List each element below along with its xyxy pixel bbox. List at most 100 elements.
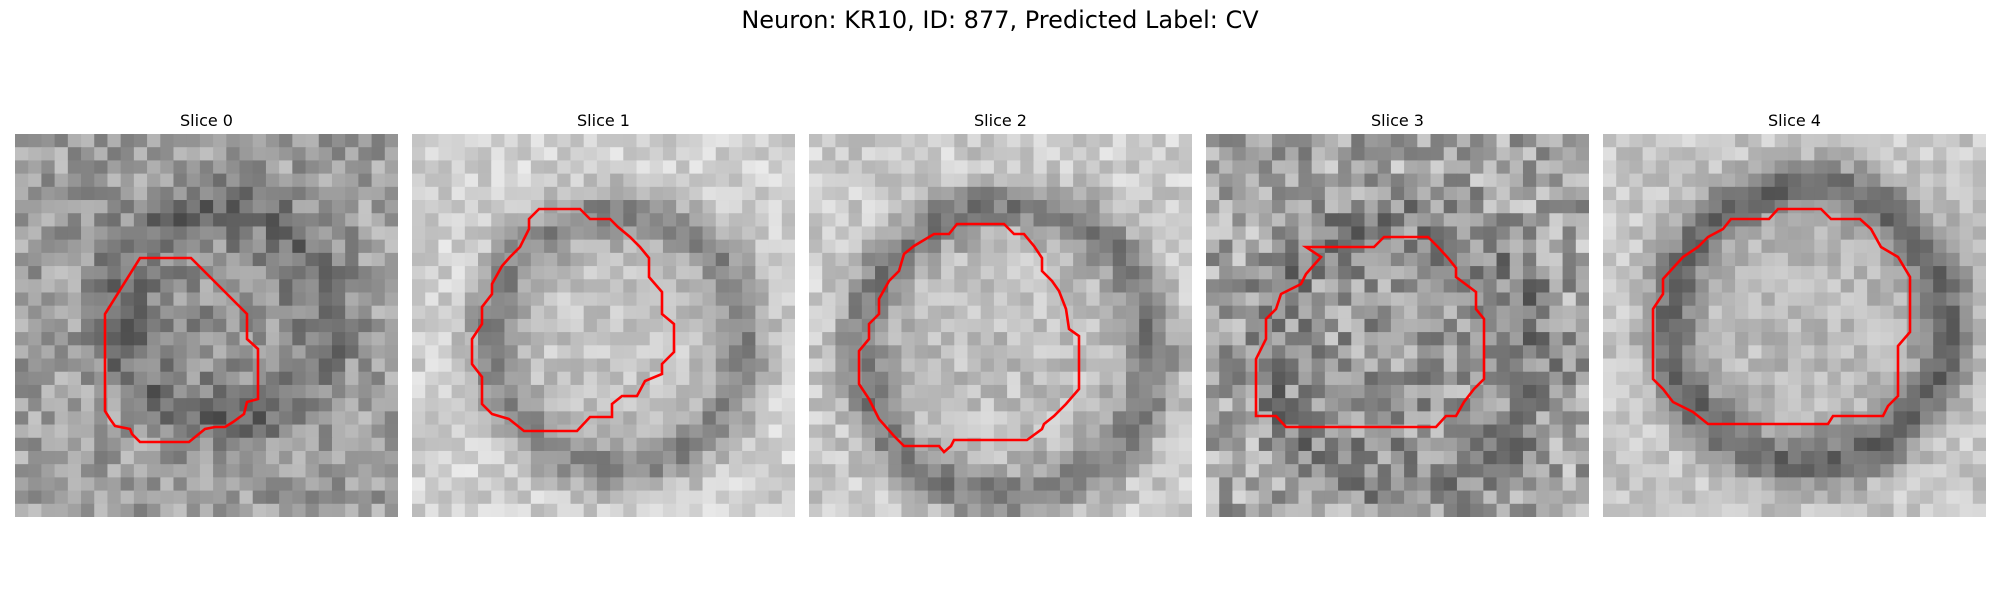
image-pixel (1721, 345, 1736, 360)
image-pixel (1972, 239, 1986, 254)
image-pixel (517, 147, 532, 162)
image-pixel (1509, 384, 1524, 399)
image-pixel (1655, 292, 1670, 307)
image-pixel (1456, 213, 1471, 228)
image-pixel (1721, 411, 1736, 426)
image-pixel (1787, 305, 1802, 320)
image-pixel (1125, 266, 1140, 280)
image-pixel (279, 226, 293, 241)
image-pixel (901, 384, 916, 399)
image-pixel (1046, 318, 1061, 333)
image-pixel (1112, 398, 1127, 412)
image-pixel (1867, 450, 1881, 465)
image-pixel (199, 398, 214, 412)
image-pixel (1774, 305, 1789, 320)
image-pixel (1483, 292, 1498, 307)
image-pixel (954, 384, 969, 399)
image-pixel (596, 239, 611, 254)
image-pixel (1086, 318, 1101, 333)
image-pixel (1801, 332, 1815, 346)
image-pixel (438, 279, 453, 294)
image-pixel (993, 384, 1008, 399)
image-pixel (689, 160, 704, 175)
image-pixel (1721, 437, 1736, 452)
image-pixel (1603, 134, 1617, 148)
image-pixel (517, 345, 532, 360)
image-pixel (1509, 398, 1524, 412)
image-pixel (1616, 411, 1631, 426)
image-pixel (1232, 213, 1247, 228)
image-pixel (1827, 477, 1842, 492)
image-pixel (1761, 358, 1776, 373)
image-pixel (848, 239, 863, 254)
image-pixel (1867, 345, 1881, 360)
image-pixel (81, 332, 95, 346)
image-pixel (941, 160, 955, 175)
image-pixel (1046, 437, 1061, 452)
image-pixel (1880, 437, 1895, 452)
image-pixel (1721, 384, 1736, 399)
image-pixel (412, 477, 426, 492)
image-pixel (1470, 160, 1484, 175)
image-pixel (1178, 266, 1192, 280)
image-pixel (517, 384, 532, 399)
image-pixel (265, 134, 280, 148)
image-pixel (305, 503, 320, 517)
image-pixel (914, 450, 929, 465)
image-pixel (742, 358, 756, 373)
image-pixel (1880, 147, 1895, 162)
image-pixel (1245, 411, 1260, 426)
image-pixel (583, 160, 598, 175)
image-pixel (689, 464, 704, 478)
image-pixel (1298, 186, 1313, 201)
image-pixel (1522, 398, 1537, 412)
image-pixel (1219, 147, 1234, 162)
image-pixel (1285, 398, 1300, 412)
image-pixel (54, 252, 69, 267)
image-pixel (544, 266, 558, 280)
image-pixel (1443, 424, 1458, 439)
image-pixel (1787, 490, 1802, 505)
image-pixel (517, 371, 532, 386)
image-pixel (239, 424, 254, 439)
image-pixel (371, 358, 386, 373)
image-pixel (1695, 358, 1710, 373)
image-pixel (1933, 186, 1947, 201)
image-pixel (1946, 411, 1961, 426)
image-pixel (1206, 213, 1220, 228)
image-pixel (1933, 424, 1947, 439)
image-pixel (226, 200, 241, 214)
image-pixel (1206, 384, 1220, 399)
image-pixel (1933, 464, 1947, 478)
image-pixel (1020, 160, 1035, 175)
image-pixel (133, 358, 148, 373)
image-pixel (927, 437, 942, 452)
image-pixel (1603, 384, 1617, 399)
image-pixel (160, 477, 175, 492)
segmentation-contour-1 (470, 207, 676, 433)
image-pixel (15, 186, 29, 201)
image-pixel (1219, 213, 1234, 228)
image-pixel (623, 437, 638, 452)
image-pixel (1549, 239, 1564, 254)
image-pixel (1575, 384, 1589, 399)
image-pixel (1152, 134, 1167, 148)
image-pixel (1073, 477, 1087, 492)
image-pixel (1509, 173, 1524, 188)
image-pixel (662, 411, 677, 426)
image-pixel (1351, 477, 1366, 492)
image-pixel (1880, 186, 1895, 201)
image-pixel (1245, 424, 1260, 439)
image-pixel (1933, 384, 1947, 399)
image-pixel (1629, 160, 1644, 175)
image-pixel (1946, 134, 1961, 148)
image-pixel (1033, 450, 1048, 465)
image-pixel (1125, 279, 1140, 294)
image-pixel (331, 252, 346, 267)
image-pixel (1219, 239, 1234, 254)
image-pixel (160, 450, 175, 465)
image-pixel (1430, 371, 1445, 386)
image-pixel (81, 503, 95, 517)
image-pixel (649, 384, 664, 399)
image-pixel (1682, 358, 1697, 373)
